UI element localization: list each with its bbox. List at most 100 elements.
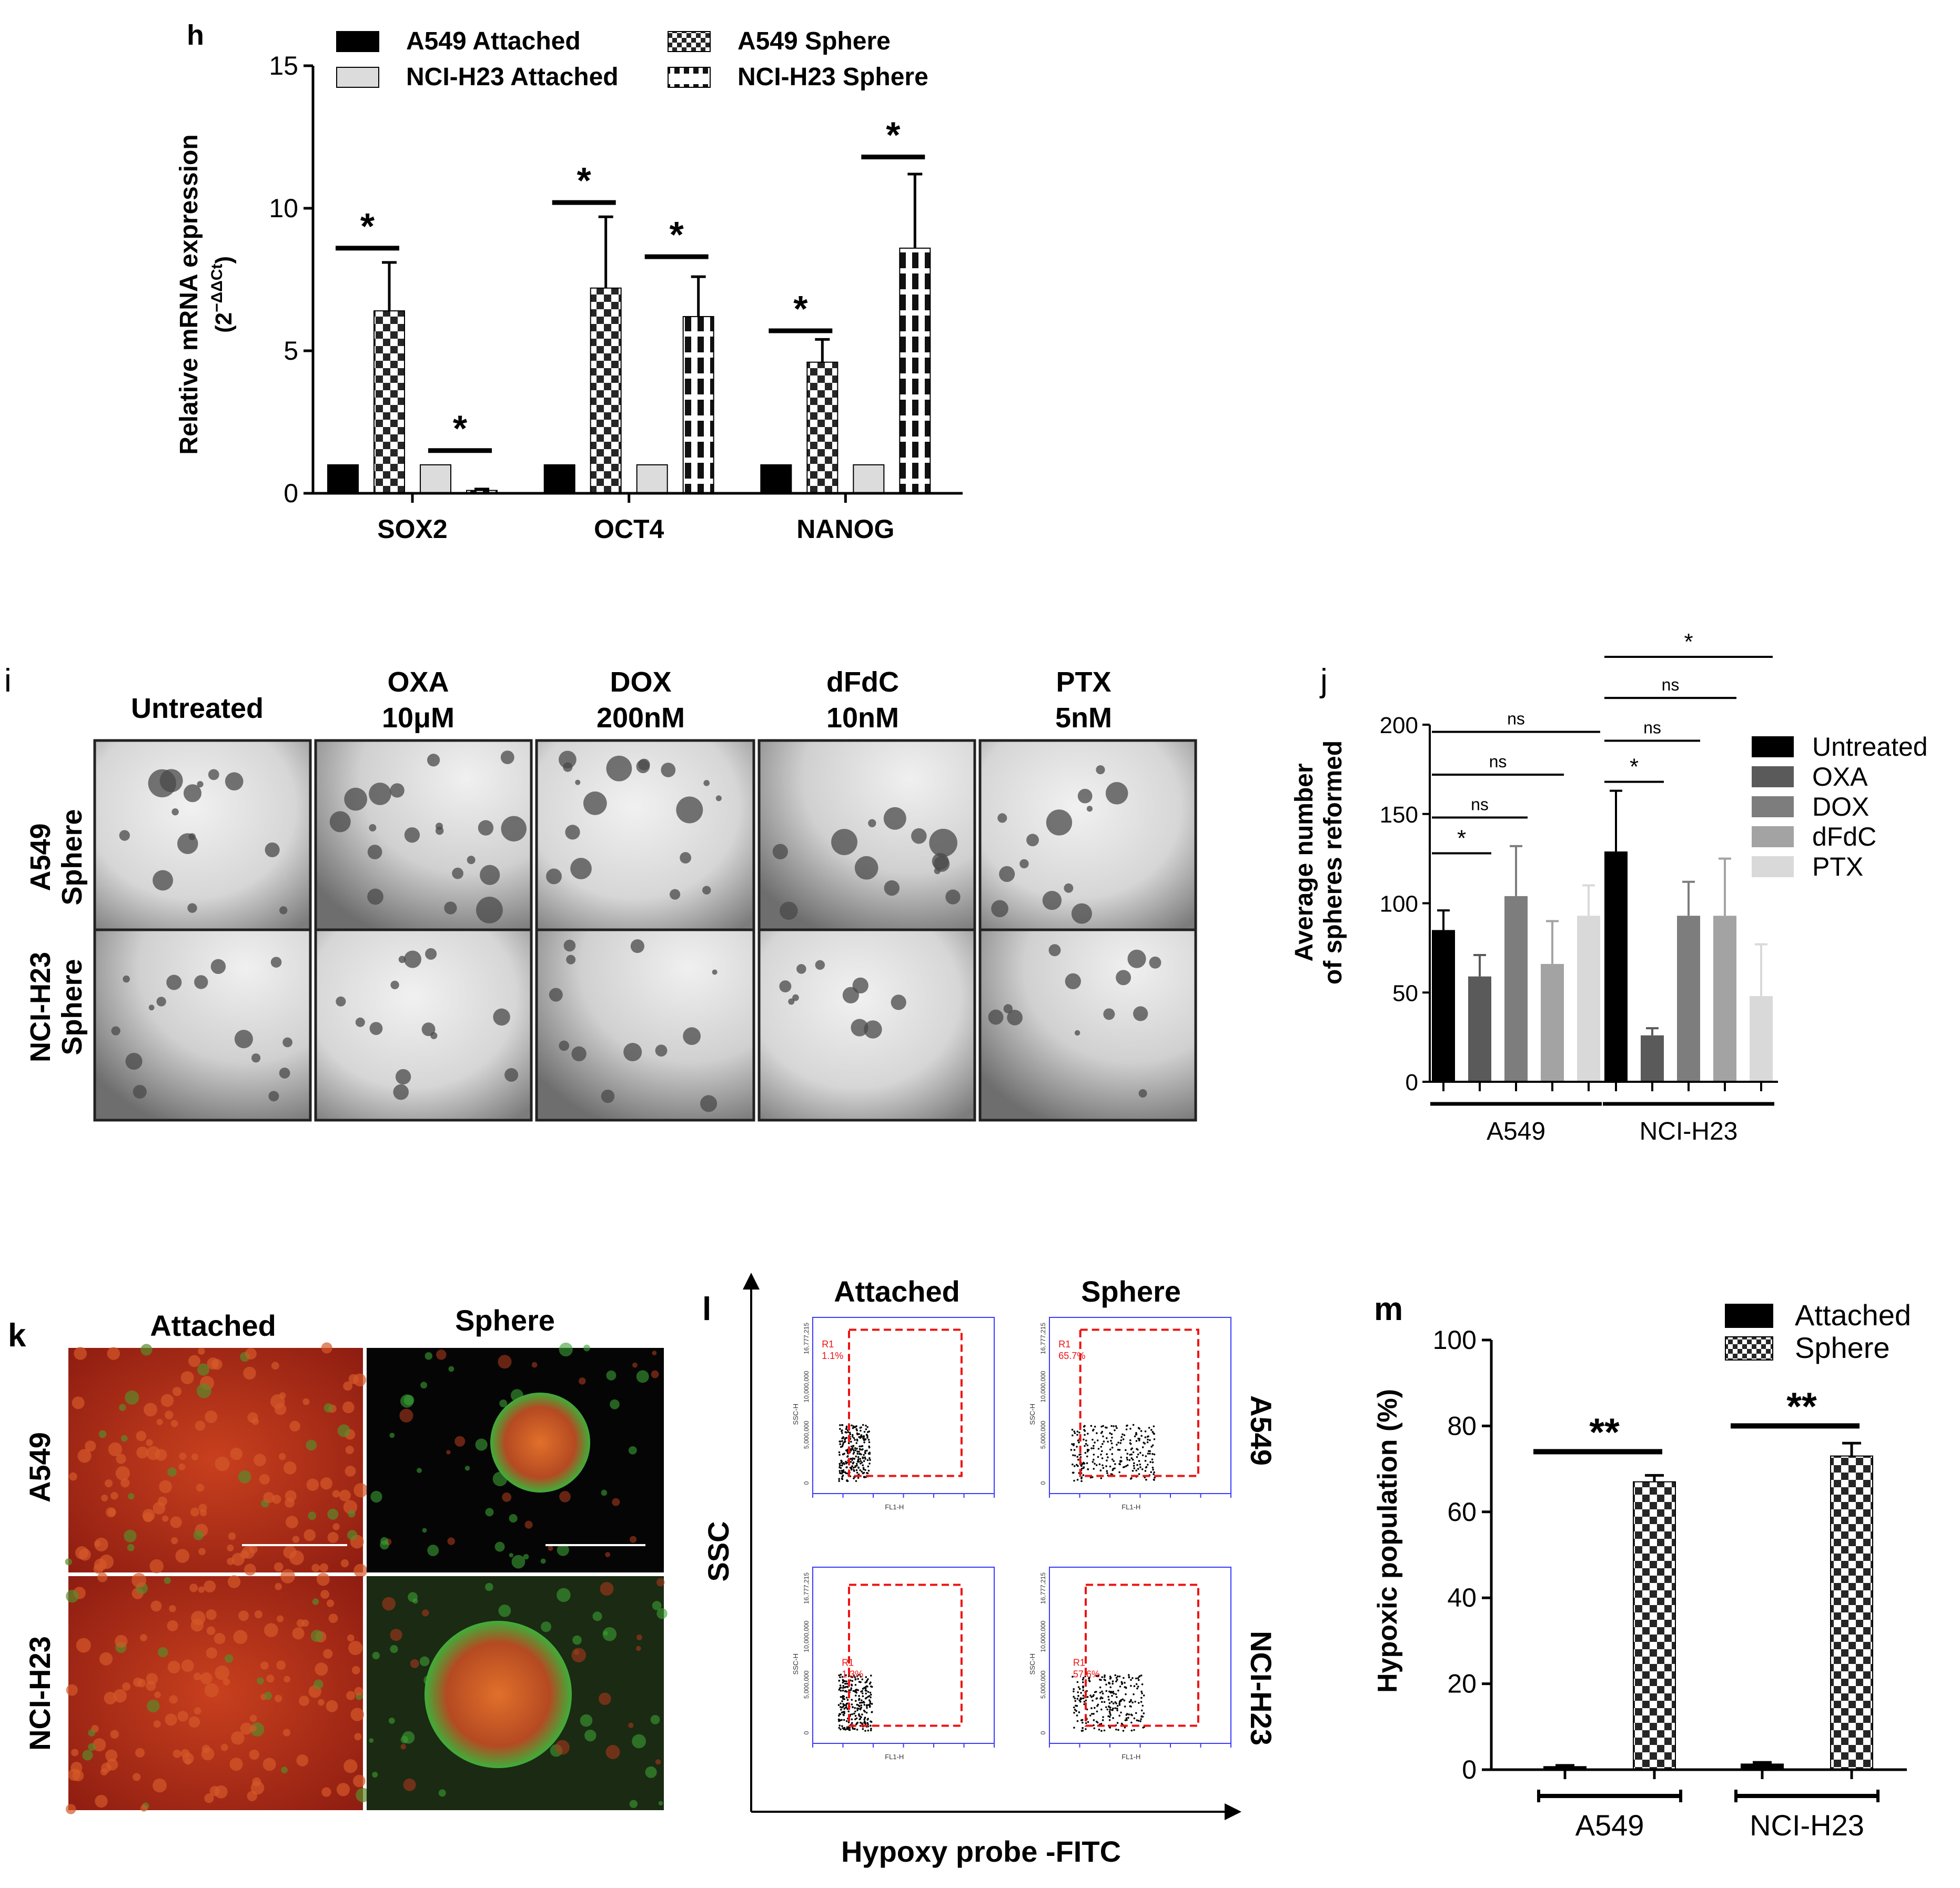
cell <box>77 1449 92 1463</box>
event-dot <box>1130 1721 1133 1724</box>
event-dot <box>1108 1705 1110 1708</box>
flow-plot-nci-h23-attached: 16,777,215 10,000,000 5,000,000 0 SSC-H FL1-H… <box>792 1567 995 1761</box>
cell-cluster <box>133 1084 147 1099</box>
event-dot <box>858 1698 861 1700</box>
cell <box>412 1598 418 1604</box>
event-dot <box>857 1678 859 1680</box>
event-dot <box>842 1444 844 1446</box>
event-dot <box>1109 1691 1112 1694</box>
event-dot <box>856 1729 858 1731</box>
chart-j-y-tick-label: 0 <box>1406 1070 1418 1095</box>
event-dot <box>1122 1698 1124 1701</box>
cell-cluster <box>111 1026 120 1036</box>
event-dot <box>1116 1679 1118 1681</box>
cell <box>69 1472 77 1481</box>
event-dot <box>1106 1459 1108 1461</box>
micrograph-a549-untreated <box>93 739 312 932</box>
event-dot <box>1086 1450 1089 1453</box>
event-dot <box>1115 1680 1117 1682</box>
cell <box>656 1608 668 1619</box>
cell <box>636 1646 641 1651</box>
event-dot <box>1103 1440 1105 1443</box>
cell <box>120 1435 128 1442</box>
event-dot <box>858 1695 860 1697</box>
chart-m-x-tick-label: NCI-H23 <box>1750 1809 1864 1842</box>
cell <box>167 1467 177 1477</box>
event-dot <box>869 1702 872 1704</box>
event-dot <box>1123 1699 1126 1702</box>
cell <box>97 1572 108 1582</box>
fluorescence-image-sph-a549 <box>367 1342 664 1572</box>
cell <box>197 1363 210 1376</box>
event-dot <box>842 1711 844 1713</box>
svg-text:(2−ΔΔCt): (2−ΔΔCt) <box>208 256 237 333</box>
event-dot <box>844 1728 847 1731</box>
event-dot <box>842 1442 844 1444</box>
panel-k-header-sphere: Sphere <box>455 1304 555 1337</box>
event-dot <box>1073 1706 1075 1709</box>
event-dot <box>867 1729 870 1732</box>
cell <box>282 1729 291 1737</box>
event-dot <box>845 1466 847 1469</box>
event-dot <box>838 1463 841 1465</box>
event-dot <box>1076 1714 1078 1717</box>
event-dot <box>1116 1427 1118 1429</box>
event-dot <box>1084 1434 1086 1436</box>
cell-cluster <box>1026 834 1039 847</box>
event-dot <box>868 1705 871 1708</box>
event-dot <box>866 1705 868 1707</box>
legend-swatch-oxa <box>1752 766 1794 787</box>
cell <box>410 1659 419 1668</box>
event-dot <box>854 1694 857 1697</box>
cell <box>540 1558 546 1564</box>
event-dot <box>845 1427 848 1429</box>
event-dot <box>1122 1730 1125 1732</box>
event-dot <box>851 1435 854 1438</box>
legend-swatch-nci-h23-attached <box>336 67 379 88</box>
event-dot <box>840 1696 842 1698</box>
cell-cluster <box>476 897 503 923</box>
cell-cluster <box>478 820 494 836</box>
cell-cluster <box>125 1052 143 1070</box>
event-dot <box>862 1472 864 1475</box>
cell <box>119 1404 126 1411</box>
cell <box>204 1580 216 1593</box>
cell <box>323 1649 333 1659</box>
cell <box>238 1470 251 1484</box>
cell-cluster <box>208 769 219 780</box>
event-dot <box>857 1456 860 1458</box>
event-dot <box>870 1720 872 1723</box>
cell <box>636 1634 642 1640</box>
event-dot <box>851 1726 854 1729</box>
event-dot <box>841 1478 843 1480</box>
cell <box>606 1370 617 1381</box>
event-dot <box>1073 1443 1075 1445</box>
cell <box>110 1730 119 1739</box>
event-dot <box>1137 1720 1140 1722</box>
cell <box>198 1504 207 1513</box>
cell <box>230 1447 243 1460</box>
cell <box>156 1418 163 1425</box>
cell <box>181 1659 194 1672</box>
event-dot <box>1110 1439 1112 1442</box>
cell <box>204 1793 214 1803</box>
event-dot <box>864 1458 866 1460</box>
panel-k: k Attached Sphere A549 NCI-H23 <box>8 1304 668 1814</box>
cell <box>283 1545 297 1559</box>
event-dot <box>858 1450 860 1453</box>
event-dot <box>862 1424 864 1426</box>
event-dot <box>1118 1702 1120 1704</box>
event-dot <box>1105 1465 1107 1467</box>
panel-i-header-untreated: Untreated <box>131 693 264 724</box>
event-dot <box>854 1714 857 1717</box>
cell <box>127 1544 135 1551</box>
event-dot <box>868 1441 871 1444</box>
legend-label-untreated: Untreated <box>1812 732 1928 762</box>
event-dot <box>1073 1449 1076 1451</box>
event-dot <box>1124 1726 1126 1729</box>
event-dot <box>1109 1686 1112 1689</box>
cell <box>227 1558 235 1566</box>
chart-j-y-tick-label: 100 <box>1380 891 1418 917</box>
event-dot <box>864 1688 867 1690</box>
cell-cluster <box>197 781 204 788</box>
